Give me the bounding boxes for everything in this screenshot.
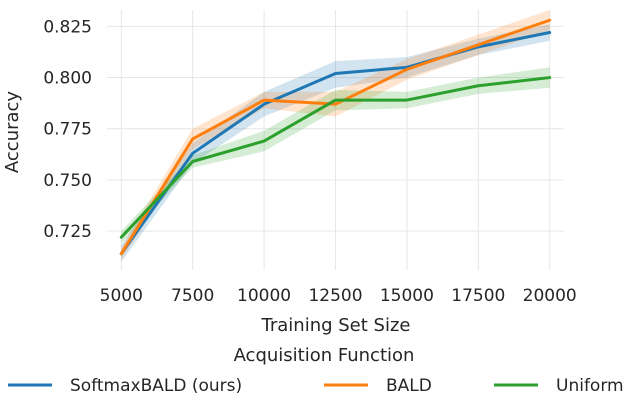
x-tick-label: 12500 bbox=[308, 286, 362, 306]
legend-label-0: SoftmaxBALD (ours) bbox=[70, 376, 242, 396]
y-tick-label: 0.725 bbox=[43, 222, 92, 242]
y-tick-label: 0.800 bbox=[43, 69, 92, 89]
x-tick-label: 10000 bbox=[237, 286, 291, 306]
series-lines bbox=[119, 18, 552, 256]
tick-labels: 0.725 0.750 0.775 0.800 0.825 5000 7500 10000 12… bbox=[43, 17, 576, 306]
legend-entries: SoftmaxBALD (ours) BALD Uniform bbox=[8, 376, 624, 396]
legend-label-1: BALD bbox=[386, 376, 432, 396]
x-tick-label: 20000 bbox=[523, 286, 577, 306]
series-line-1 bbox=[119, 18, 552, 256]
x-tick-label: 15000 bbox=[380, 286, 434, 306]
y-tick-label: 0.775 bbox=[43, 120, 92, 140]
x-tick-label: 17500 bbox=[451, 286, 505, 306]
series-line-0 bbox=[119, 31, 552, 256]
y-tick-label: 0.750 bbox=[43, 171, 92, 191]
legend-title: Acquisition Function bbox=[234, 345, 415, 366]
legend-label-2: Uniform bbox=[556, 376, 624, 396]
legend: Acquisition Function SoftmaxBALD (ours) B… bbox=[8, 345, 624, 396]
grid bbox=[107, 10, 564, 270]
x-tick-label: 7500 bbox=[171, 286, 214, 306]
x-tick-label: 5000 bbox=[100, 286, 143, 306]
series-line-2 bbox=[119, 76, 552, 239]
x-axis-title: Training Set Size bbox=[261, 315, 411, 336]
y-tick-label: 0.825 bbox=[43, 17, 92, 37]
y-axis-title: Accuracy bbox=[2, 91, 23, 174]
